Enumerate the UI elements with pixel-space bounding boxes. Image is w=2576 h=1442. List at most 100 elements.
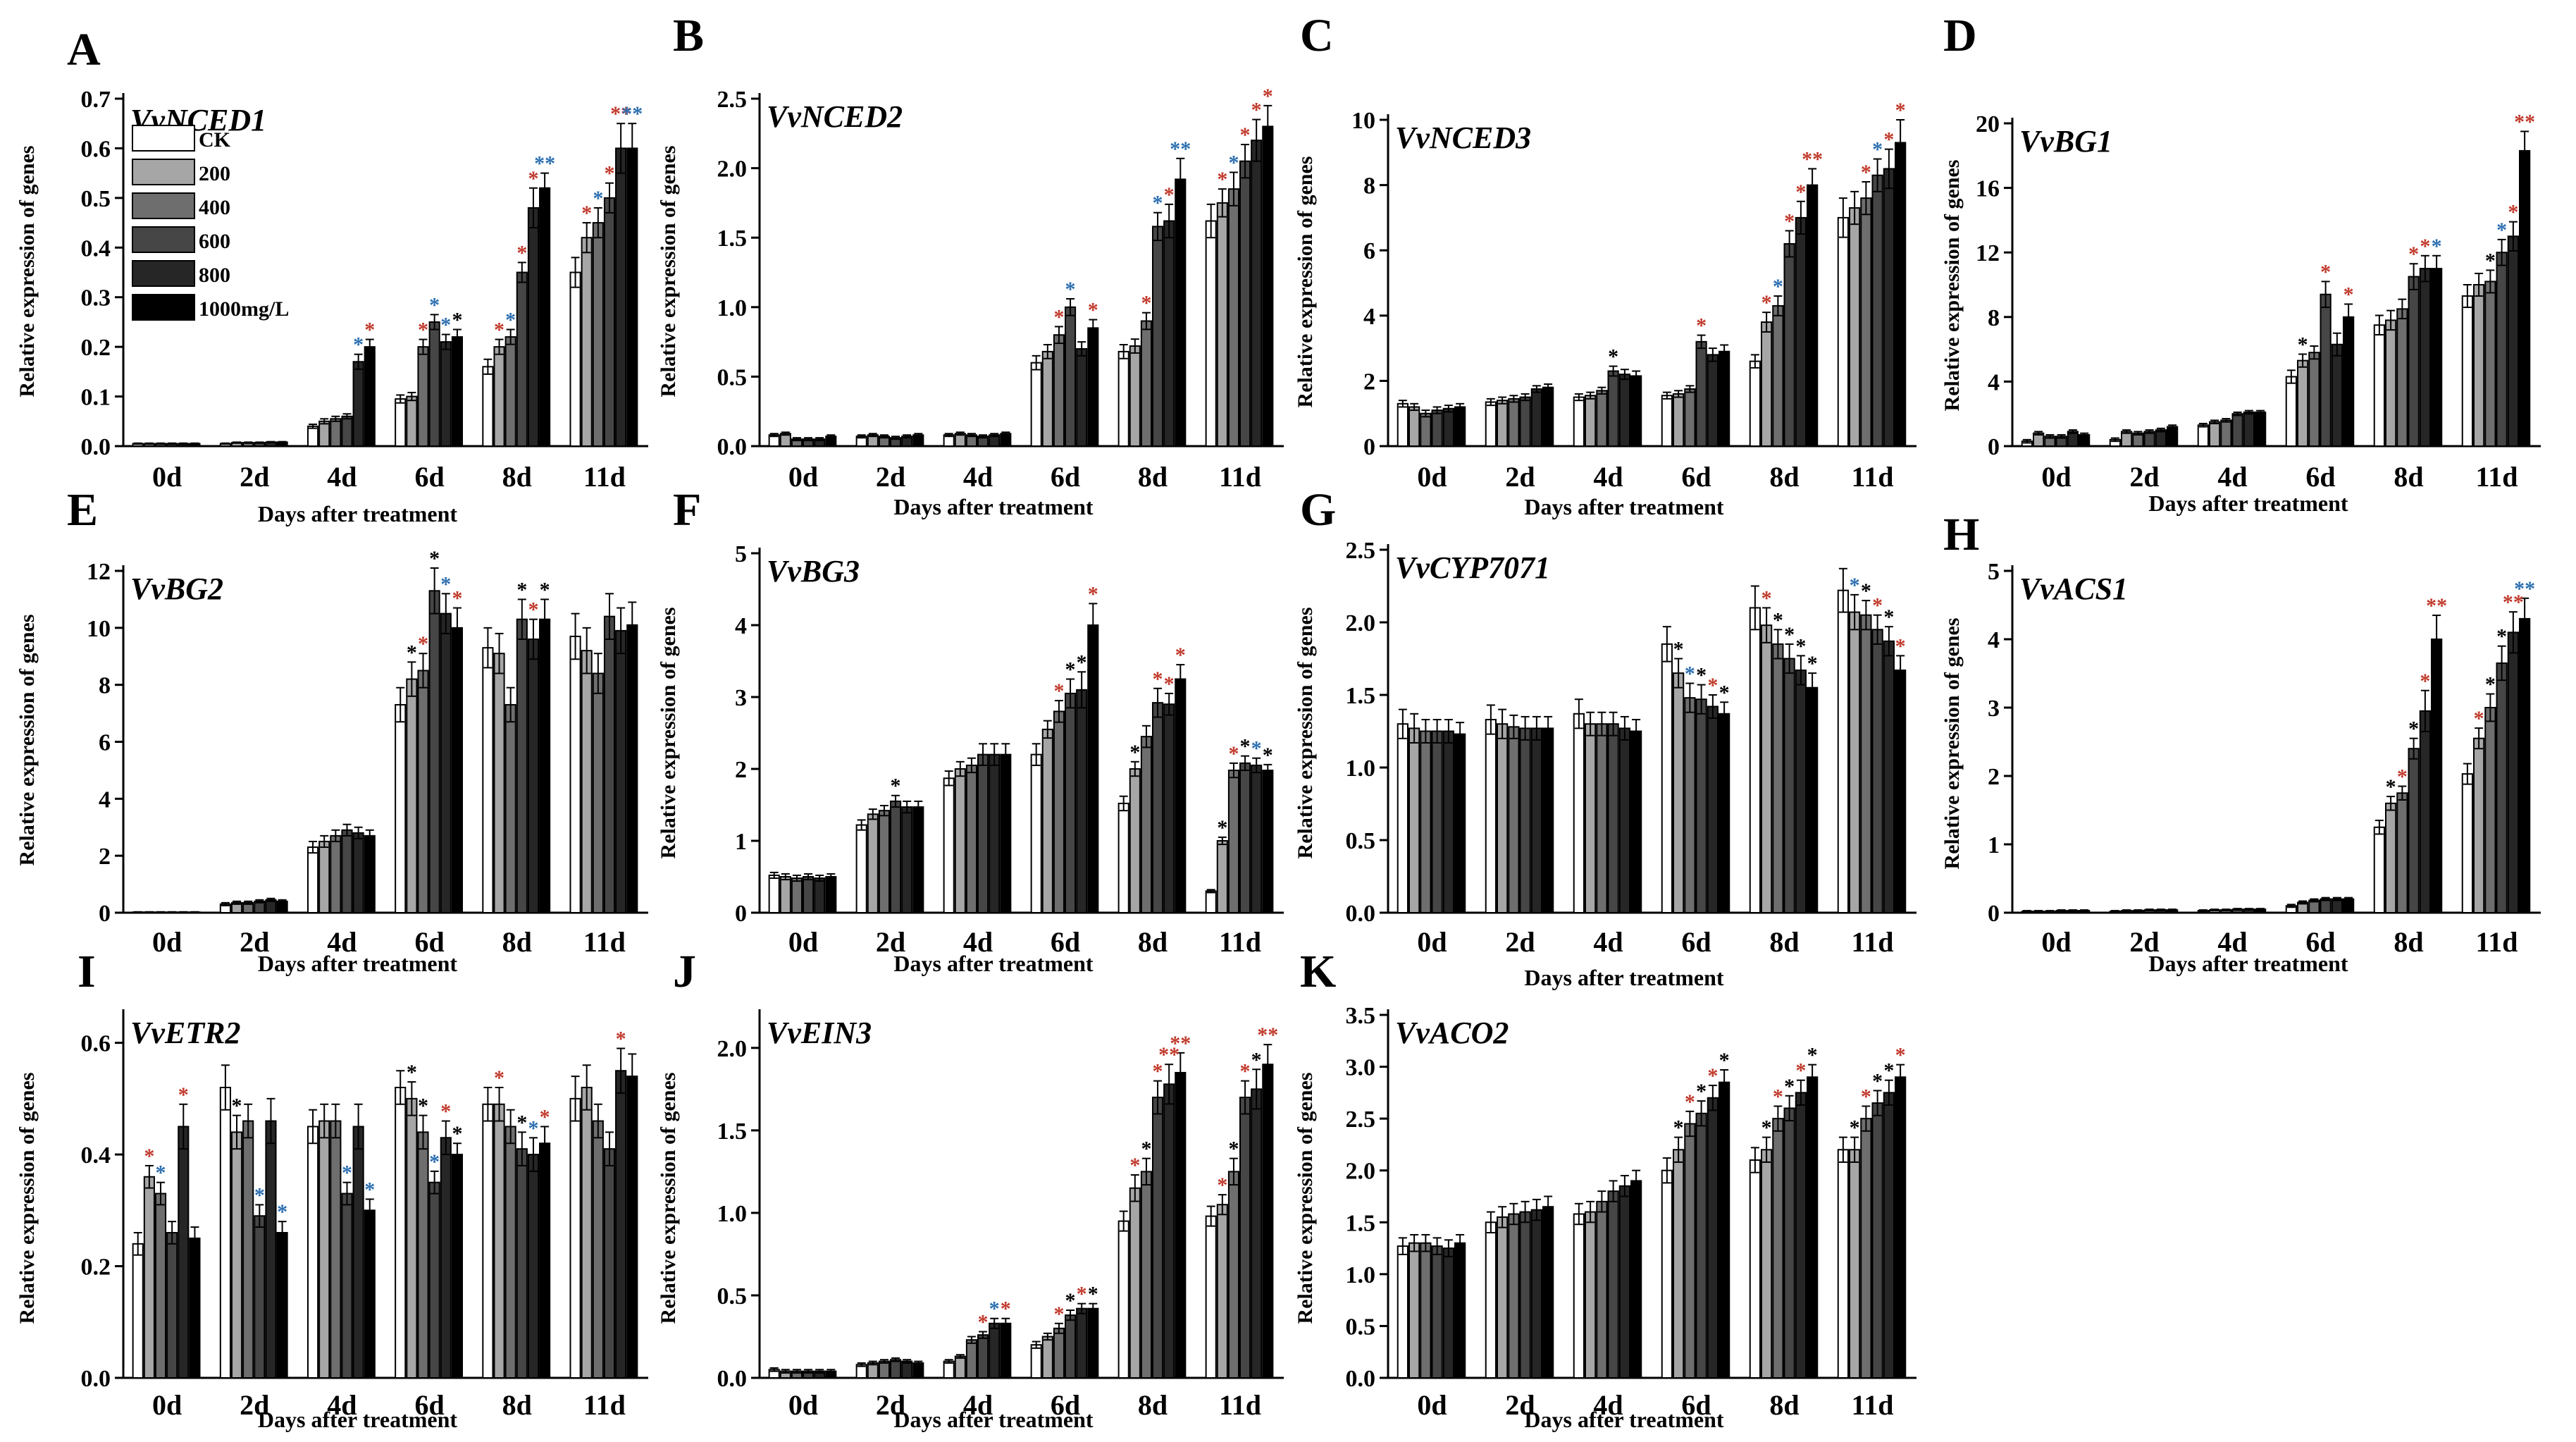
bar	[1076, 689, 1088, 913]
bar	[1117, 802, 1129, 913]
significance-mark: *	[2320, 260, 2331, 283]
bar	[504, 1126, 516, 1379]
y-tick-label: 0.0	[81, 434, 111, 460]
bar	[276, 1232, 288, 1379]
significance-mark: *	[1228, 742, 1239, 765]
bar	[592, 222, 604, 447]
significance-mark: *	[1153, 667, 1163, 691]
bar	[504, 336, 516, 447]
bar	[1251, 764, 1263, 914]
bar	[878, 810, 891, 914]
bar	[1397, 1245, 1408, 1379]
panel-i: 0.00.20.40.6*** ************ * **0d 2d 4d 6d 8d…	[16, 946, 648, 1432]
bar	[1630, 1180, 1642, 1379]
significance-mark: *	[144, 1145, 154, 1168]
y-tick-label: 0.5	[81, 186, 111, 212]
y-tick-label: 0.6	[81, 1031, 111, 1057]
bar	[482, 1103, 494, 1379]
significance-mark: *	[1761, 291, 1772, 314]
y-axis-title: Relative expression of genes	[657, 1073, 680, 1324]
bar	[1807, 686, 1819, 913]
significance-mark: *	[540, 578, 550, 601]
bar	[1227, 188, 1240, 447]
bar	[1542, 386, 1554, 447]
y-tick-label: 3	[1988, 696, 2000, 722]
bar	[1163, 1083, 1175, 1379]
y-tick-label: 0.1	[81, 385, 111, 411]
significance-mark: *	[2485, 673, 2496, 696]
bar	[1000, 1322, 1012, 1379]
bar	[1661, 1169, 1673, 1379]
y-axis-title: Relative expression of genes	[1940, 618, 1964, 870]
bar	[1000, 753, 1012, 913]
bar	[1140, 320, 1153, 447]
bar	[1431, 409, 1443, 448]
significance-mark: *	[604, 162, 614, 185]
x-tick-label: 0d	[1417, 1389, 1447, 1421]
bar	[395, 398, 407, 447]
y-axis-title: Relative expression of genes	[1294, 156, 1317, 408]
bar	[154, 1193, 167, 1379]
bar	[1497, 400, 1509, 447]
bar	[2419, 268, 2431, 447]
significance-mark: *	[2508, 201, 2518, 224]
y-tick-label: 0	[735, 901, 747, 927]
bar	[855, 824, 867, 914]
bar	[1795, 1092, 1807, 1379]
y-tick-label: 5	[1988, 559, 2000, 585]
y-tick-label: 1.5	[717, 226, 748, 252]
significance-mark: *	[1065, 278, 1076, 301]
bar	[1573, 713, 1585, 914]
significance-mark: *	[429, 547, 440, 570]
y-tick-label: 2.0	[717, 156, 748, 183]
bar	[615, 629, 627, 913]
bar	[1596, 723, 1608, 913]
x-tick-label: 6d	[1051, 926, 1080, 958]
bar	[516, 618, 528, 913]
bar	[527, 207, 540, 447]
bar	[2231, 413, 2243, 448]
bar	[1772, 304, 1784, 447]
bar	[2431, 639, 2443, 913]
bar	[1684, 697, 1696, 913]
x-tick-label: 2d	[2129, 926, 2159, 958]
significance-mark: *	[1784, 623, 1795, 646]
significance-mark: *	[1895, 1044, 1906, 1067]
significance-mark: *	[1883, 605, 1894, 629]
legend-label: CK	[199, 128, 231, 152]
x-tick-label: 4d	[2217, 461, 2247, 493]
y-tick-label: 12	[1976, 240, 2000, 266]
x-tick-label: 4d	[1593, 926, 1623, 958]
bar	[1860, 1118, 1872, 1379]
bar	[1065, 306, 1077, 447]
bar	[1519, 727, 1531, 913]
bar	[1783, 1107, 1795, 1379]
bar	[1849, 207, 1861, 447]
bar	[1630, 730, 1642, 913]
significance-mark: *	[1240, 1060, 1251, 1083]
bar	[364, 834, 376, 913]
bar	[1216, 840, 1228, 913]
significance-mark: *	[1129, 1154, 1140, 1177]
significance-mark: *	[452, 308, 462, 331]
significance-mark: *	[2485, 249, 2496, 272]
y-tick-label: 3	[735, 685, 747, 711]
gene-title: VvBG1	[2019, 124, 2112, 159]
bar	[1251, 1088, 1263, 1379]
significance-mark: *	[1696, 664, 1707, 687]
y-tick-label: 6	[99, 730, 111, 756]
bar	[1053, 710, 1065, 914]
significance-mark: *	[1861, 161, 1871, 184]
bar	[615, 1070, 627, 1379]
significance-mark: *	[1164, 183, 1175, 207]
significance-mark: *	[1153, 1060, 1163, 1083]
significance-mark: *	[1850, 1116, 1860, 1140]
panel-letter: E	[67, 484, 98, 536]
x-axis-title: Days after treatment	[1524, 494, 1724, 519]
significance-mark: *	[1251, 1048, 1262, 1071]
bar	[330, 418, 342, 447]
significance-mark: *	[1088, 1283, 1098, 1306]
significance-mark: *	[418, 1095, 428, 1118]
x-tick-label: 8d	[1138, 461, 1168, 493]
significance-mark: *	[178, 1083, 189, 1107]
